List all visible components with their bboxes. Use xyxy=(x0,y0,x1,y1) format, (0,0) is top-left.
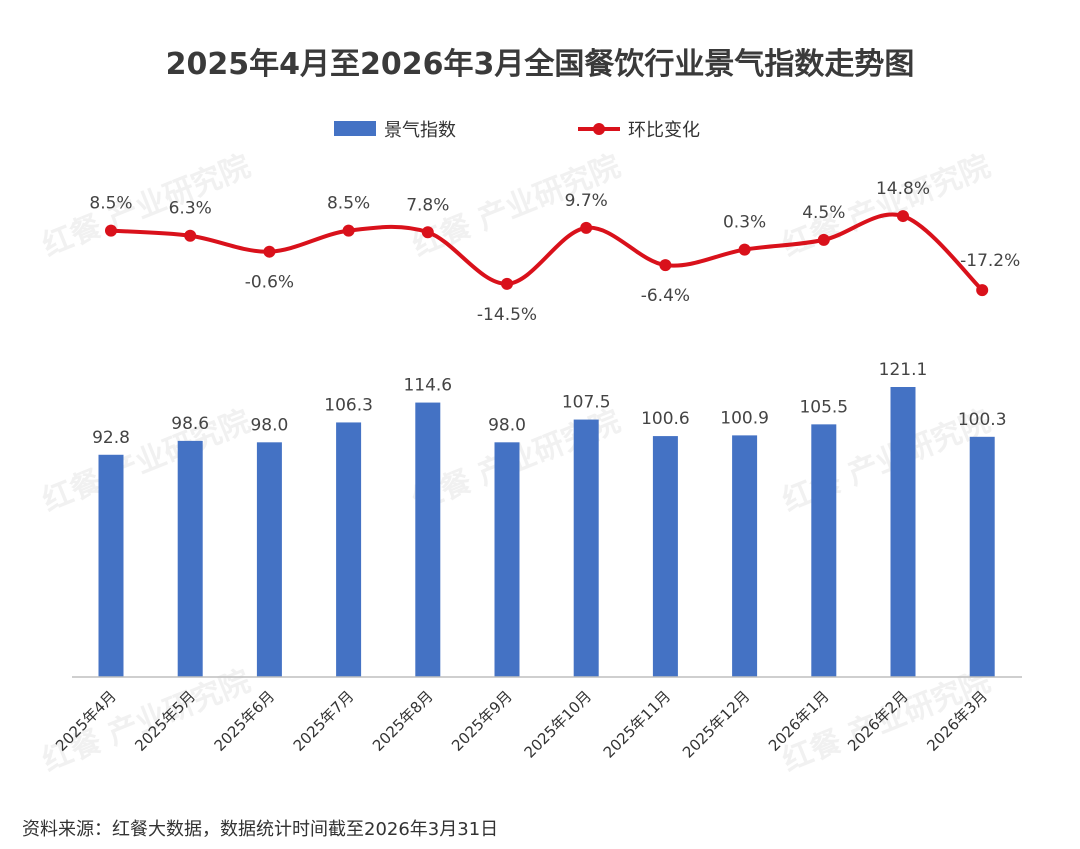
bar-value-label-7: 100.6 xyxy=(641,409,690,429)
x-tick-label-4: 2025年8月 xyxy=(369,687,437,755)
legend-line-label: 环比变化 xyxy=(628,120,700,141)
x-tick-label-8: 2025年12月 xyxy=(679,687,753,761)
line-value-label-11: -17.2% xyxy=(960,251,1020,271)
bar-value-label-11: 100.3 xyxy=(958,410,1007,430)
bar-value-label-5: 98.0 xyxy=(488,415,526,435)
bar-layer: 92.8 98.6 98.0 106.3 114.6 98.0 107.5 100.6 100.… xyxy=(92,360,1007,677)
x-tick-label-5: 2025年9月 xyxy=(448,687,516,755)
line-value-label-5: -14.5% xyxy=(477,305,537,325)
watermark-6: 红餐 产业研究院 xyxy=(38,664,256,779)
line-value-label-9: 4.5% xyxy=(802,203,845,223)
bar-value-label-2: 98.0 xyxy=(250,415,288,435)
legend-line-marker xyxy=(593,123,605,135)
line-point-4 xyxy=(421,226,434,239)
line-value-label-4: 7.8% xyxy=(406,195,449,215)
line-value-label-8: 0.3% xyxy=(723,213,766,233)
bar-value-label-0: 92.8 xyxy=(92,428,130,448)
bar-0 xyxy=(98,454,124,677)
line-value-label-2: -0.6% xyxy=(245,273,294,293)
bar-7 xyxy=(652,436,678,677)
bar-value-label-8: 100.9 xyxy=(720,408,769,428)
bar-5 xyxy=(494,442,520,677)
bar-value-label-1: 98.6 xyxy=(171,414,209,434)
bar-6 xyxy=(573,419,599,677)
bar-value-label-9: 105.5 xyxy=(799,397,848,417)
bar-8 xyxy=(732,435,758,677)
bar-2 xyxy=(256,442,282,677)
watermark-3: 红餐 产业研究院 xyxy=(38,404,256,519)
legend-bar-label: 景气指数 xyxy=(384,120,456,141)
line-value-label-3: 8.5% xyxy=(327,194,370,214)
line-point-8 xyxy=(738,243,751,256)
legend-bar-swatch xyxy=(334,121,376,136)
line-point-5 xyxy=(501,277,513,290)
bar-value-label-4: 114.6 xyxy=(403,376,452,396)
line-point-1 xyxy=(184,229,197,242)
line-point-11 xyxy=(976,284,989,297)
line-point-3 xyxy=(342,224,355,237)
line-point-10 xyxy=(897,210,909,223)
chart-title: 2025年4月至2026年3月全国餐饮行业景气指数走势图 xyxy=(166,47,915,82)
line-layer: 8.5% 6.3% -0.6% 8.5% 7.8% -14.5% 9.7% -6.4% 0.3%… xyxy=(89,179,1020,325)
bar-value-label-10: 121.1 xyxy=(879,360,928,380)
line-value-label-0: 8.5% xyxy=(89,194,132,214)
bar-11 xyxy=(969,436,995,677)
line-value-label-7: -6.4% xyxy=(641,286,690,306)
line-point-0 xyxy=(105,224,117,237)
watermark-0: 红餐 产业研究院 xyxy=(38,149,256,264)
bar-4 xyxy=(415,402,441,677)
bar-10 xyxy=(890,387,916,677)
line-point-7 xyxy=(659,259,672,272)
line-point-2 xyxy=(263,245,276,258)
line-value-label-1: 6.3% xyxy=(169,199,212,219)
bar-3 xyxy=(336,422,362,677)
line-value-label-10: 14.8% xyxy=(876,179,930,199)
source-note: 资料来源：红餐大数据，数据统计时间截至2026年3月31日 xyxy=(22,819,498,840)
legend: 景气指数 环比变化 xyxy=(334,120,700,141)
x-tick-label-7: 2025年11月 xyxy=(600,687,674,761)
x-tick-label-3: 2025年7月 xyxy=(290,687,358,755)
bar-value-label-3: 106.3 xyxy=(324,395,373,415)
bar-1 xyxy=(177,440,203,677)
bar-9 xyxy=(811,424,837,677)
line-value-label-6: 9.7% xyxy=(565,191,608,211)
line-point-6 xyxy=(580,221,593,234)
line-point-9 xyxy=(817,233,830,246)
bar-value-label-6: 107.5 xyxy=(562,393,611,413)
x-tick-label-6: 2025年10月 xyxy=(521,687,595,761)
